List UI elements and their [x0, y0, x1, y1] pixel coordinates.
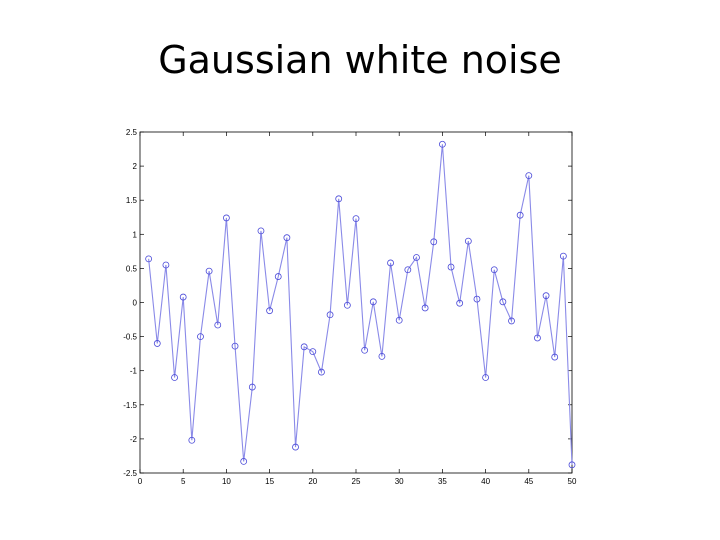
y-tick-label: -1.5	[123, 401, 137, 410]
data-point	[456, 299, 464, 307]
data-point	[266, 307, 274, 315]
x-tick-label: 40	[481, 477, 490, 486]
data-point	[413, 254, 420, 261]
y-tick-label: 1.5	[126, 196, 138, 205]
y-tick-label: 0	[133, 299, 138, 308]
data-point	[318, 368, 325, 376]
data-point	[274, 273, 282, 280]
data-point	[283, 234, 291, 242]
y-tick-label: -0.5	[123, 333, 137, 342]
data-point	[525, 172, 533, 180]
x-tick-label: 15	[265, 477, 274, 486]
slide-title: Gaussian white noise	[158, 38, 562, 82]
x-tick-label: 30	[395, 477, 404, 486]
data-point	[162, 261, 170, 269]
data-point	[421, 304, 429, 312]
data-point	[361, 346, 369, 354]
data-point	[231, 342, 239, 350]
data-point	[516, 211, 524, 219]
data-point	[309, 348, 317, 356]
data-point	[335, 195, 343, 203]
data-point	[378, 352, 386, 360]
data-point	[395, 316, 403, 324]
data-point	[214, 321, 222, 329]
data-point	[171, 374, 178, 381]
data-point	[240, 458, 248, 465]
plot-area: 0 5 10 15 20 25 30 35 40 45 50 2.5 2 1.5 1 0.5 0 -0.5 -1 -1…	[123, 128, 577, 486]
data-point	[248, 383, 256, 391]
y-tick-label: 0.5	[126, 264, 138, 273]
data-point	[508, 317, 515, 325]
data-point	[568, 461, 576, 469]
data-point	[292, 443, 299, 451]
y-tick-label: 2	[133, 162, 138, 171]
data-point	[430, 238, 438, 246]
data-point	[559, 252, 567, 260]
data-point	[438, 140, 446, 148]
x-tick-label: 50	[568, 477, 577, 486]
x-tick-label: 35	[438, 477, 447, 486]
data-point	[551, 353, 559, 361]
data-point	[473, 295, 481, 303]
data-point	[326, 311, 334, 319]
data-point	[179, 293, 187, 301]
series-line	[148, 144, 573, 465]
y-tick-label: 2.5	[126, 128, 138, 137]
data-point	[464, 237, 472, 245]
x-tick-label: 10	[222, 477, 231, 486]
noise-line-chart: 0 5 10 15 20 25 30 35 40 45 50 2.5 2 1.5 1 0.5 0 -0.5 -1 -1…	[123, 128, 577, 486]
data-point	[534, 334, 541, 342]
x-tick-label: 0	[138, 477, 143, 486]
data-point	[387, 259, 394, 267]
y-tick-label: -1	[130, 367, 138, 376]
data-point	[499, 298, 507, 306]
y-tick-label: -2	[130, 435, 138, 444]
data-point	[205, 267, 213, 275]
data-point	[490, 266, 498, 274]
x-tick-label: 45	[524, 477, 533, 486]
data-point	[343, 301, 351, 309]
x-tick-label: 25	[352, 477, 361, 486]
data-point	[197, 333, 204, 341]
data-point	[369, 298, 377, 306]
data-point	[257, 227, 265, 235]
data-point	[352, 215, 360, 223]
y-tick-label: 1	[133, 230, 138, 239]
y-tick-label: -2.5	[123, 469, 137, 478]
data-point	[188, 436, 196, 444]
data-point	[404, 266, 412, 274]
data-point	[482, 374, 490, 381]
x-tick-label: 20	[308, 477, 317, 486]
data-point	[223, 214, 230, 222]
data-point	[542, 292, 550, 300]
data-point	[447, 263, 455, 271]
data-point	[145, 255, 153, 263]
data-point	[153, 340, 161, 347]
x-tick-label: 5	[181, 477, 186, 486]
data-point	[300, 343, 308, 351]
